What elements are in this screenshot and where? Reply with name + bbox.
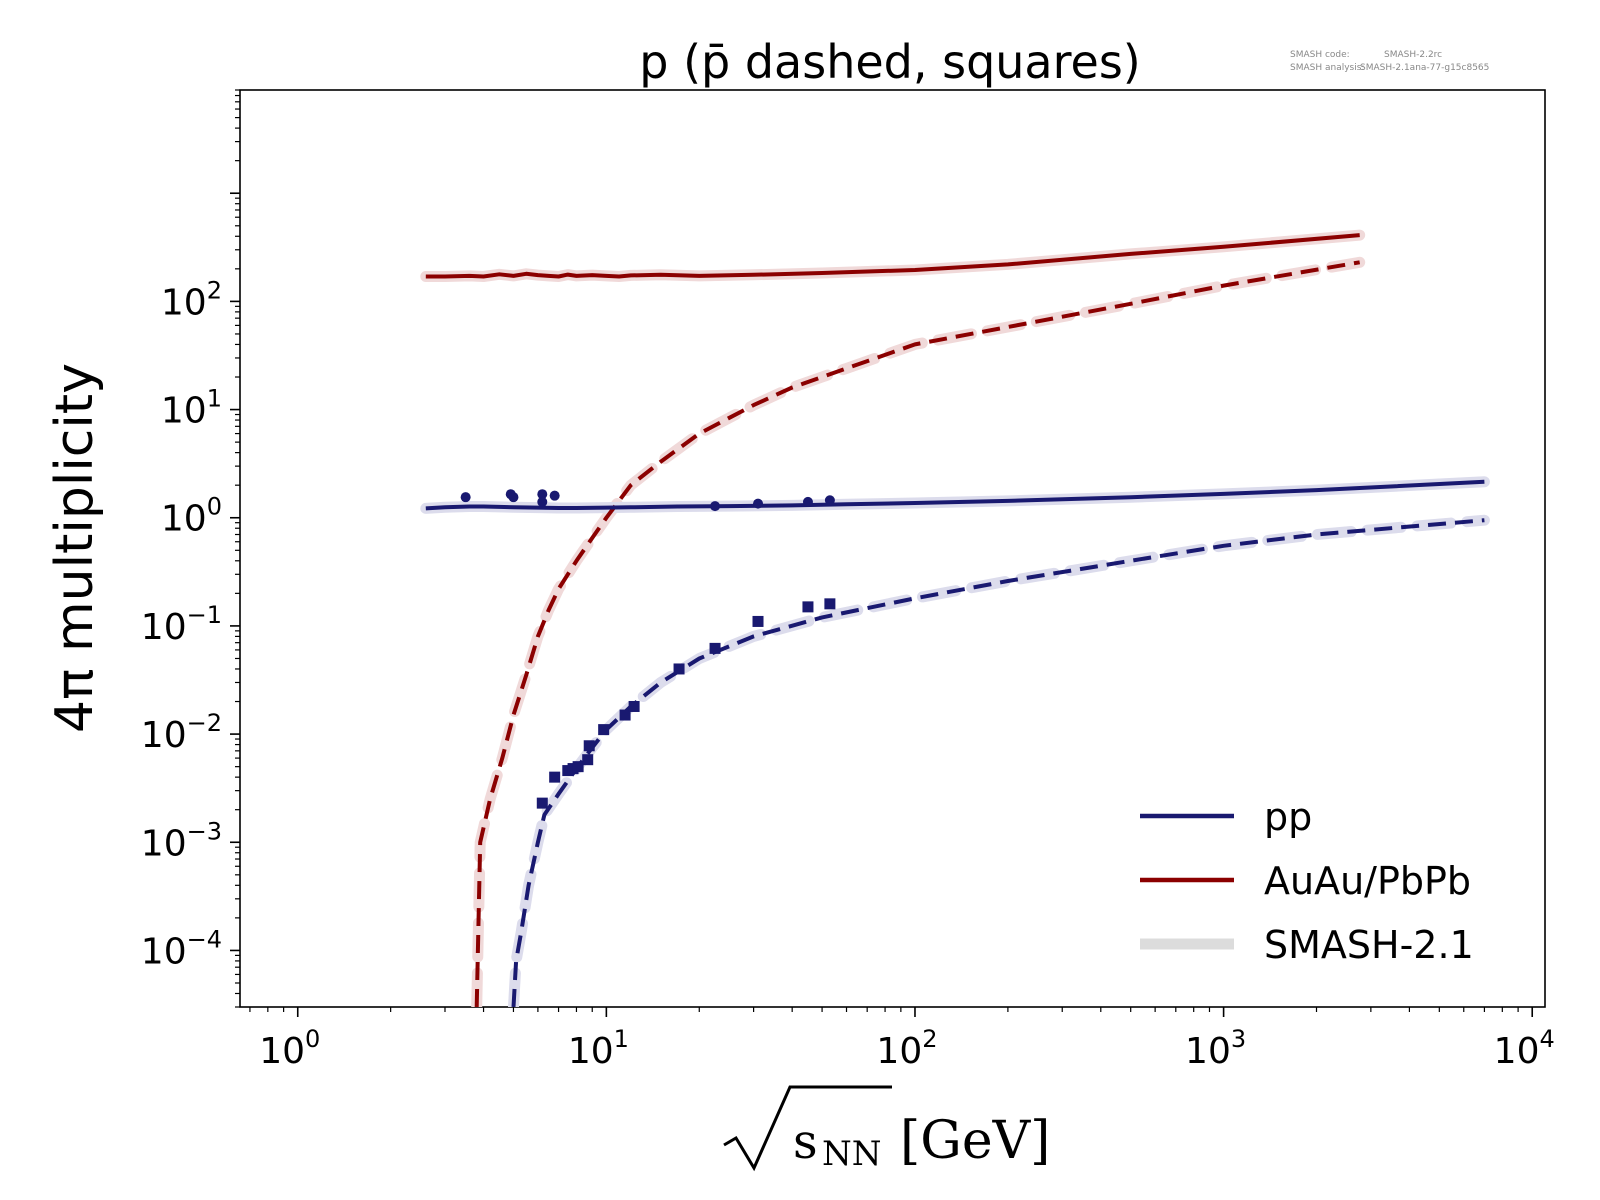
annotation-code-key: SMASH code: — [1290, 50, 1350, 60]
data-point-circle — [753, 498, 764, 509]
data-point-circle — [537, 489, 548, 500]
y-axis: 102 101 100 10−1 10−2 10−3 10−4 — [141, 89, 240, 1008]
data-point-square — [536, 797, 548, 809]
data-point-circle — [549, 490, 560, 501]
x-label-unit: [GeV] — [900, 1111, 1050, 1171]
y-tick-label: 10−3 — [141, 817, 222, 864]
y-axis-label: 4π multiplicity — [45, 363, 105, 733]
x-label-subscript: NN — [822, 1134, 882, 1174]
annotation-analysis-value: SMASH-2.1ana-77-g15c8565 — [1360, 63, 1489, 73]
y-tick-label: 10−1 — [141, 601, 222, 648]
legend-label-auau: AuAu/PbPb — [1264, 859, 1471, 903]
y-tick-label: 10−2 — [141, 709, 222, 756]
data-point-circle — [508, 492, 519, 503]
smash-band-aa_pbar — [471, 256, 1366, 1007]
data-point-square — [824, 598, 836, 610]
data-point-square — [572, 761, 584, 773]
x-label-radicand: s — [793, 1114, 818, 1170]
chart-title: p (p̄ dashed, squares) — [639, 35, 1140, 89]
data-point-square — [598, 724, 610, 736]
data-point-circle — [710, 501, 721, 512]
x-axis-label: s NN [GeV] — [723, 1085, 1050, 1174]
x-axis: 100 101 102 103 104 — [249, 1007, 1555, 1072]
smash-band-pp_p — [420, 476, 1490, 514]
data-point-circle — [537, 496, 548, 507]
x-tick-label: 101 — [568, 1025, 629, 1072]
data-point-square — [628, 700, 640, 712]
data-point-square — [583, 740, 595, 752]
data-point-square — [582, 754, 594, 766]
data-point-square — [549, 771, 561, 783]
data-point-circle — [802, 496, 813, 507]
x-tick-label: 100 — [259, 1025, 320, 1072]
y-tick-label: 10−4 — [141, 925, 222, 972]
x-tick-label: 102 — [876, 1025, 937, 1072]
data-point-square — [752, 615, 764, 627]
data-point-square — [709, 642, 721, 654]
version-annotation: SMASH code: SMASH-2.2rc SMASH analysis: … — [1290, 50, 1489, 73]
legend: pp AuAu/PbPb SMASH-2.1 — [1140, 795, 1474, 967]
legend-label-smash: SMASH-2.1 — [1264, 923, 1474, 967]
x-tick-label: 104 — [1494, 1025, 1555, 1072]
data-point-square — [673, 663, 685, 675]
data-points — [460, 489, 836, 809]
data-point-square — [802, 601, 814, 613]
series-line-pp_p — [425, 479, 1485, 511]
y-tick-label: 102 — [161, 276, 222, 323]
annotation-code-value: SMASH-2.2rc — [1384, 50, 1442, 60]
data-point-square — [619, 709, 631, 721]
data-point-circle — [460, 492, 471, 503]
y-tick-label: 101 — [161, 385, 222, 432]
sqrt-symbol — [723, 1085, 892, 1172]
series-line-aa_p — [425, 233, 1360, 279]
annotation-analysis-key: SMASH analysis: — [1290, 63, 1364, 73]
x-tick-label: 103 — [1185, 1025, 1246, 1072]
legend-label-pp: pp — [1264, 795, 1312, 839]
y-tick-label: 100 — [161, 493, 222, 540]
series-line-aa_pbar — [474, 260, 1361, 1007]
data-point-circle — [824, 495, 835, 506]
svg-text:4π multiplicity: 4π multiplicity — [45, 363, 105, 733]
plot-frame — [239, 89, 1546, 1008]
